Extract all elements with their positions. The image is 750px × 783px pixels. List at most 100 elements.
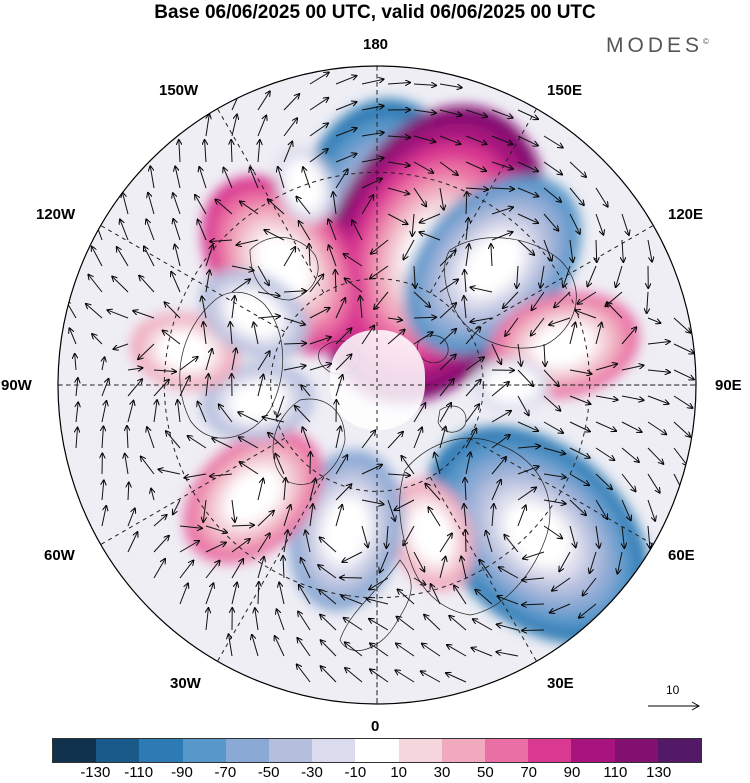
anomaly-contour xyxy=(485,366,539,404)
wind-vector xyxy=(352,220,363,241)
wind-vector xyxy=(543,135,563,148)
wind-vector xyxy=(309,479,315,501)
wind-vector xyxy=(517,239,534,255)
polar-map xyxy=(57,65,697,705)
wind-vector xyxy=(492,504,494,527)
wind-vector xyxy=(569,187,584,205)
wind-vector xyxy=(647,421,666,434)
wind-vector xyxy=(268,433,285,449)
wind-vector xyxy=(503,291,519,308)
wind-vector xyxy=(210,474,233,476)
wind-vector xyxy=(361,79,383,85)
wind-vector xyxy=(569,447,590,458)
wind-vector xyxy=(309,72,329,85)
wind-vector xyxy=(154,400,157,423)
wind-vector xyxy=(673,343,694,353)
wind-vector xyxy=(205,583,213,605)
wind-vector xyxy=(439,303,456,319)
wind-vector xyxy=(257,479,263,501)
wind-vector xyxy=(387,83,410,84)
wind-vector xyxy=(552,577,571,591)
wind-vector xyxy=(517,395,529,415)
wind-vector xyxy=(203,499,206,522)
wind-vector xyxy=(491,161,513,169)
wind-vector xyxy=(309,337,331,345)
wind-vector xyxy=(543,499,566,504)
wind-vector xyxy=(480,560,493,579)
wind-vector xyxy=(175,167,181,189)
wind-vector xyxy=(231,559,243,579)
wind-vector xyxy=(543,187,561,202)
wind-vector xyxy=(595,364,617,371)
wind-vector xyxy=(153,536,169,553)
wind-vector xyxy=(569,525,576,547)
wind-vector xyxy=(127,426,128,449)
wind-vector xyxy=(466,244,469,267)
colorbar xyxy=(52,738,702,763)
wind-vector xyxy=(517,446,540,448)
wind-vector xyxy=(318,565,337,579)
wind-vector xyxy=(543,239,552,261)
wind-vector xyxy=(254,322,259,345)
wind-vector xyxy=(465,380,481,397)
wind-vector xyxy=(335,270,336,293)
wind-vector xyxy=(335,154,356,163)
wind-vector xyxy=(374,291,389,309)
wind-vector xyxy=(622,239,623,262)
map-border xyxy=(57,65,697,705)
wind-vector xyxy=(518,343,521,366)
wind-vector xyxy=(92,334,103,345)
wind-vector xyxy=(595,525,599,548)
wind-vector xyxy=(647,473,660,493)
wind-vector xyxy=(128,483,129,501)
anomaly-field xyxy=(130,98,650,644)
wind-vector xyxy=(303,427,311,449)
wind-vector xyxy=(127,379,142,397)
wind-vector xyxy=(361,465,382,475)
wind-vector xyxy=(151,489,154,501)
wind-vector xyxy=(579,603,597,618)
wind-vector xyxy=(92,247,103,267)
longitude-label-30w: 30W xyxy=(170,675,201,692)
colorbar-tick-label: -110 xyxy=(124,764,154,781)
wind-vector xyxy=(255,608,258,631)
wind-vector xyxy=(413,187,426,206)
wind-vector xyxy=(257,116,266,137)
wind-vector xyxy=(173,499,181,514)
anomaly-contour xyxy=(223,467,283,525)
colorbar-tick-label: -90 xyxy=(171,764,193,781)
wind-vector xyxy=(335,328,351,345)
wind-vector xyxy=(595,323,602,345)
wind-vector xyxy=(369,619,389,631)
reference-vector-label: 10 xyxy=(666,683,680,697)
wind-vector xyxy=(309,364,331,371)
meridian-line xyxy=(217,476,325,662)
wind-vector xyxy=(231,115,237,137)
wind-vector xyxy=(647,370,670,372)
wind-vector xyxy=(101,379,109,397)
wind-vector xyxy=(173,219,181,241)
wind-vector xyxy=(465,530,466,553)
anomaly-contour xyxy=(321,496,371,565)
wind-vector xyxy=(587,265,597,286)
colorbar-segment xyxy=(53,739,97,762)
colorbar-tick-label: -30 xyxy=(301,764,323,781)
wind-vector xyxy=(257,316,280,318)
wind-vector xyxy=(532,291,545,310)
wind-vector xyxy=(439,403,451,423)
wind-vector xyxy=(283,556,284,579)
wind-vector xyxy=(179,561,193,579)
wind-vector xyxy=(454,586,467,605)
colorbar-segment xyxy=(398,739,442,762)
coastline-alaska xyxy=(249,237,319,301)
wind-vector xyxy=(464,270,466,293)
wind-vector xyxy=(345,278,363,293)
wind-vector xyxy=(517,505,526,527)
wind-vector xyxy=(361,106,384,111)
wind-vector xyxy=(577,291,597,304)
wind-vector xyxy=(647,317,660,323)
wind-vector xyxy=(465,188,488,190)
wind-vector xyxy=(344,254,363,267)
wind-vector xyxy=(127,532,137,553)
wind-vector xyxy=(153,515,167,527)
